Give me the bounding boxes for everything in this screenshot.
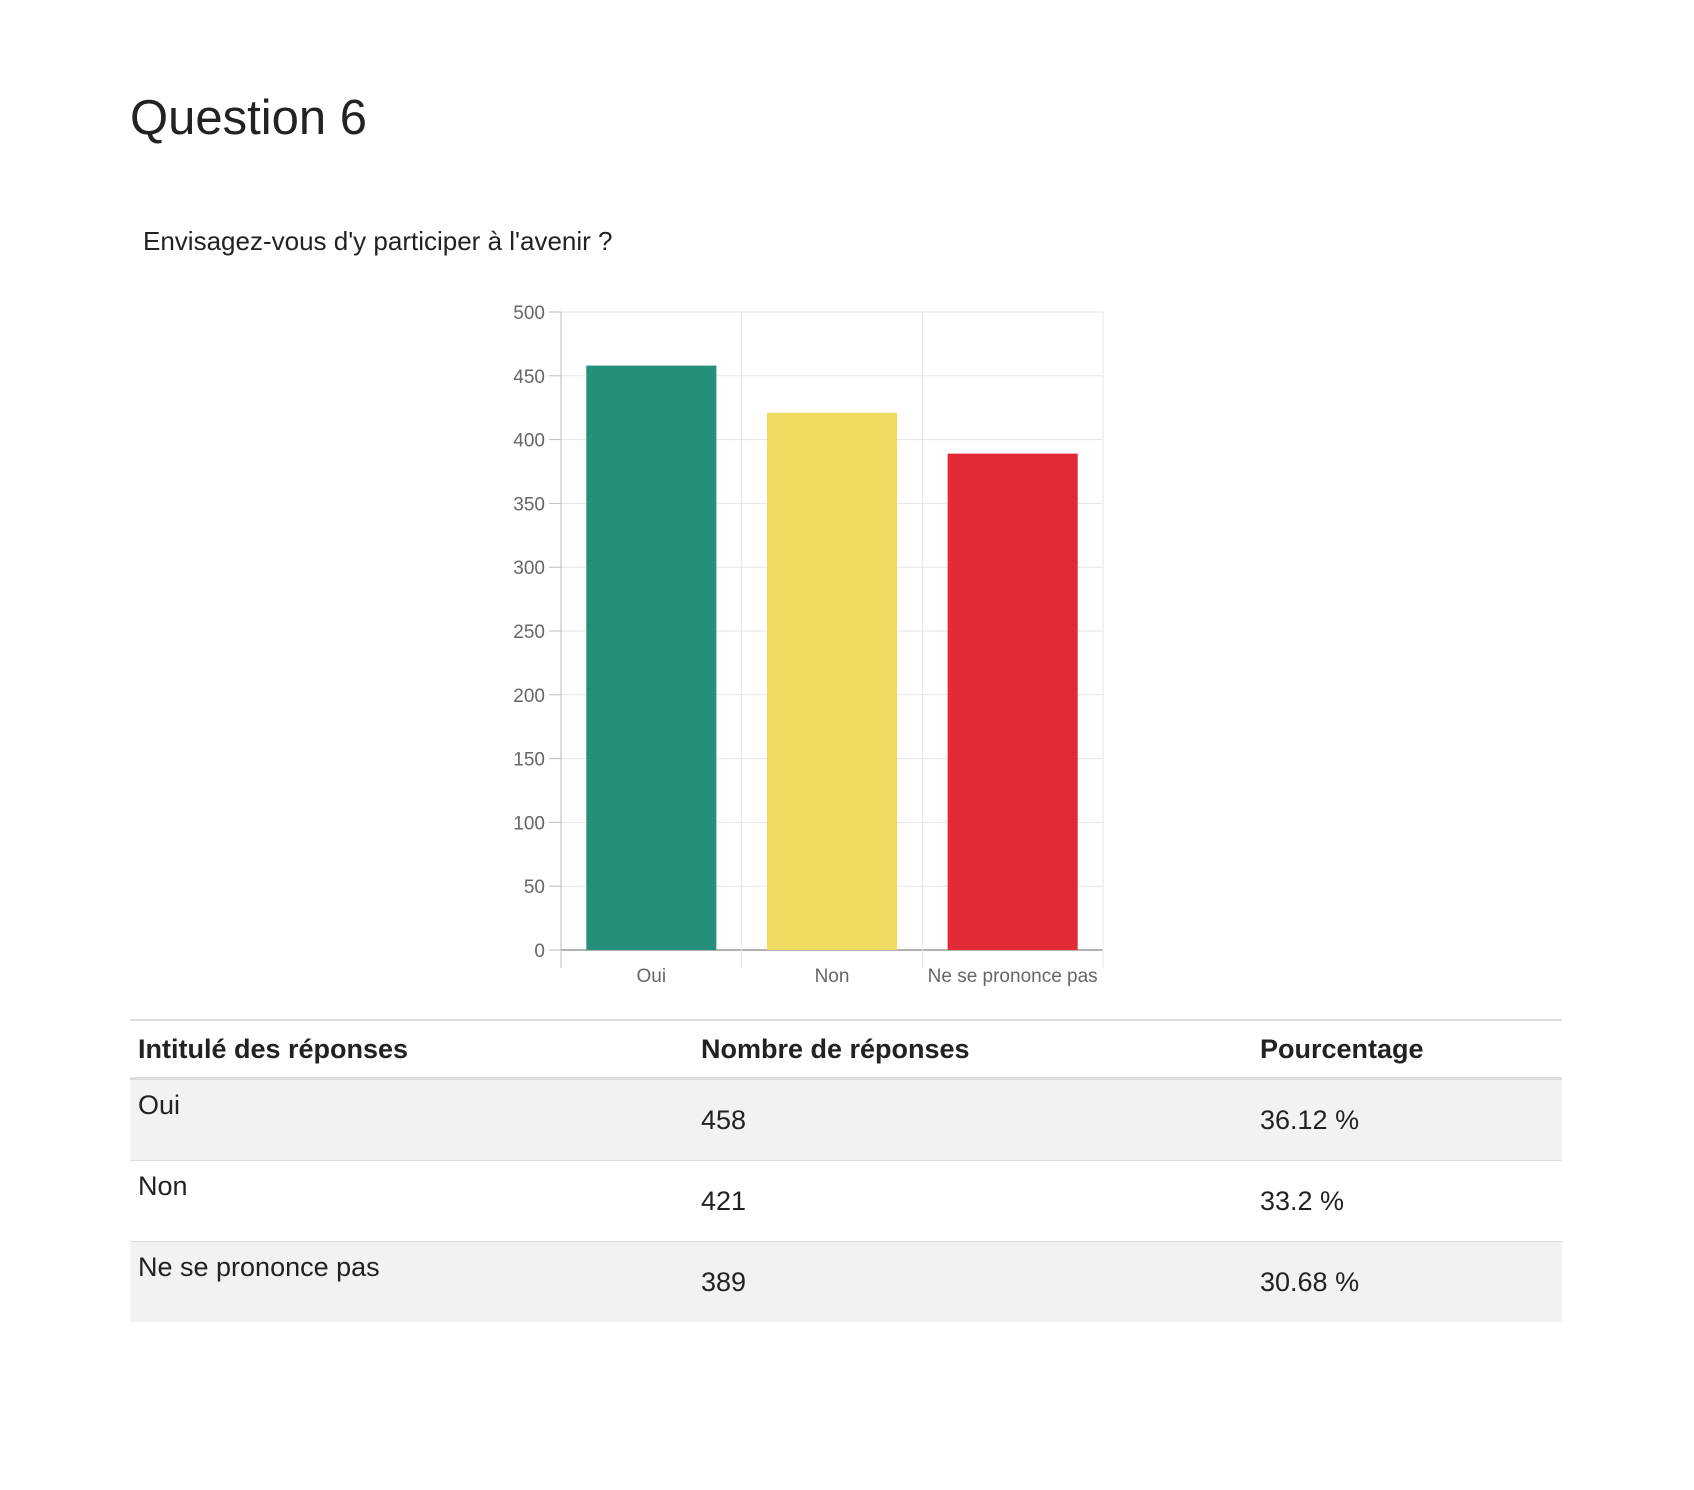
row-percent-cell: 30.68 % bbox=[1252, 1241, 1562, 1322]
table-row: Ne se prononce pas 389 30.68 % bbox=[130, 1241, 1562, 1322]
y-tick-label: 100 bbox=[513, 813, 545, 834]
row-count-cell: 421 bbox=[693, 1160, 1252, 1242]
header-count: Nombre de réponses bbox=[693, 1020, 1252, 1080]
header-label: Intitulé des réponses bbox=[130, 1020, 693, 1080]
y-tick-label: 250 bbox=[513, 622, 545, 643]
y-tick-label: 50 bbox=[524, 877, 545, 898]
x-tick-label: Ne se prononce pas bbox=[928, 966, 1098, 987]
y-tick-label: 0 bbox=[534, 941, 545, 962]
table-row: Non 421 33.2 % bbox=[130, 1160, 1562, 1242]
y-tick-label: 150 bbox=[513, 750, 545, 771]
row-label: Oui bbox=[138, 1090, 181, 1120]
row-percent: 33.2 % bbox=[1260, 1186, 1345, 1216]
y-tick-label: 200 bbox=[513, 686, 545, 707]
row-label-cell: Oui bbox=[130, 1078, 693, 1161]
y-tick-label: 450 bbox=[513, 367, 545, 388]
page-title: Question 6 bbox=[130, 91, 367, 145]
bar-ne-se-prononce-pas bbox=[947, 453, 1078, 950]
bar-non bbox=[766, 412, 898, 950]
bar-chart: 0 50 100 150 200 250 300 350 400 450 500 Oui Non Ne s… bbox=[490, 290, 1130, 1010]
row-percent-cell: 33.2 % bbox=[1252, 1160, 1562, 1242]
row-count: 389 bbox=[701, 1267, 747, 1297]
bar-chart-svg: 0 50 100 150 200 250 300 350 400 450 500 Oui Non Ne s… bbox=[513, 303, 1104, 987]
row-percent-cell: 36.12 % bbox=[1252, 1078, 1562, 1161]
row-label-cell: Ne se prononce pas bbox=[130, 1241, 693, 1322]
row-label: Ne se prononce pas bbox=[138, 1252, 380, 1282]
results-table: Intitulé des réponses Nombre de réponses… bbox=[130, 1019, 1562, 1322]
y-tick-label: 350 bbox=[513, 494, 545, 515]
row-count: 421 bbox=[701, 1186, 747, 1216]
row-label-cell: Non bbox=[130, 1160, 693, 1242]
row-count: 458 bbox=[701, 1105, 747, 1135]
table-row: Oui 458 36.12 % bbox=[130, 1078, 1562, 1161]
row-count-cell: 458 bbox=[693, 1078, 1252, 1161]
bar-oui bbox=[586, 365, 717, 950]
y-tick-label: 400 bbox=[513, 431, 545, 452]
y-tick-label: 500 bbox=[513, 303, 545, 324]
x-tick-label: Oui bbox=[637, 966, 667, 987]
row-percent: 30.68 % bbox=[1260, 1267, 1360, 1297]
row-count-cell: 389 bbox=[693, 1241, 1252, 1322]
question-text: Envisagez-vous d'y participer à l'avenir… bbox=[143, 226, 613, 256]
y-tick-label: 300 bbox=[513, 558, 545, 579]
row-label: Non bbox=[138, 1171, 188, 1201]
header-percent: Pourcentage bbox=[1252, 1020, 1562, 1080]
table-header-row: Intitulé des réponses Nombre de réponses… bbox=[130, 1020, 1562, 1080]
x-tick-label: Non bbox=[815, 966, 850, 987]
row-percent: 36.12 % bbox=[1260, 1105, 1360, 1135]
